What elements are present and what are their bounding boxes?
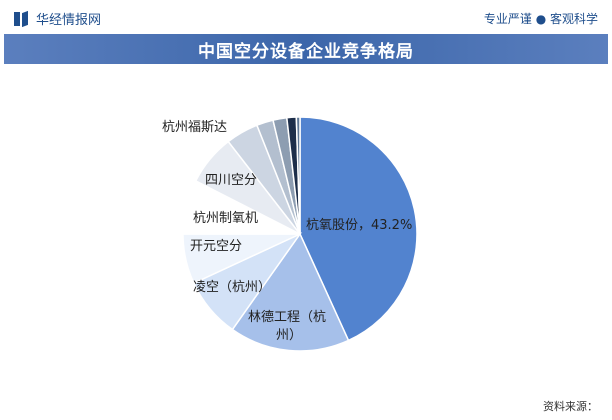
pie-slice-0	[299, 116, 418, 342]
brand: 华经情报网	[14, 9, 101, 28]
chart-title: 中国空分设备企业竞争格局	[198, 41, 414, 62]
logo-icon	[14, 11, 30, 27]
brand-name: 华经情报网	[36, 13, 102, 28]
slice-label-5: 四川空分	[205, 173, 257, 188]
slice-label-3: 开元空分	[190, 239, 242, 254]
pie-slice-10	[295, 116, 301, 235]
slice-label-4: 杭州制氧机	[193, 211, 258, 226]
slice-label-1: 林德工程（杭州）	[248, 310, 326, 343]
top-bar: 华经情报网 专业严谨 ● 客观科学	[0, 0, 612, 36]
slice-label-2: 凌空（杭州）	[193, 280, 271, 295]
pie-slice-1	[231, 232, 350, 352]
source-note: 资料来源：	[543, 400, 598, 413]
slice-label-6: 杭州福斯达	[162, 120, 227, 135]
slogan: 专业严谨 ● 客观科学	[483, 12, 598, 26]
slice-label-0: 杭氧股份，43.2%	[306, 218, 412, 233]
title-band: 中国空分设备企业竞争格局	[4, 34, 608, 64]
